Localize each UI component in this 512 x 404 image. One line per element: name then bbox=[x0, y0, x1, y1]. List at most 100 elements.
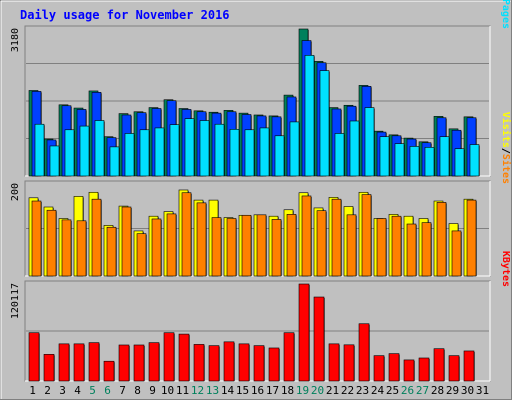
x-tick-label-day-25: 25 bbox=[386, 384, 399, 397]
bar-sites-day-15 bbox=[241, 214, 252, 277]
x-tick-label-day-23: 23 bbox=[356, 384, 369, 397]
bar-pages-day-3 bbox=[64, 129, 75, 177]
y-tick-label: 120117 bbox=[10, 283, 21, 319]
bar-pages-day-28 bbox=[439, 136, 450, 177]
chart-title: Daily usage for November 2016 bbox=[20, 8, 230, 22]
bar-pages-day-26 bbox=[409, 146, 420, 177]
bar-kbytes-day-18 bbox=[283, 332, 295, 382]
bar-pages-day-9 bbox=[154, 127, 165, 177]
x-tick-label-day-30: 30 bbox=[461, 384, 474, 397]
bar-sites-day-10 bbox=[166, 213, 177, 277]
x-tick-label-day-28: 28 bbox=[431, 384, 444, 397]
bar-kbytes-day-13 bbox=[208, 345, 220, 382]
bar-sites-day-22 bbox=[346, 214, 357, 277]
bar-pages-day-22 bbox=[349, 120, 360, 177]
bar-kbytes-day-11 bbox=[178, 333, 190, 382]
y-tick-label: 3180 bbox=[10, 28, 21, 52]
bar-kbytes-day-29 bbox=[448, 355, 460, 382]
bar-sites-day-16 bbox=[256, 214, 267, 277]
x-tick-label-day-15: 15 bbox=[236, 384, 249, 397]
x-tick-label-day-24: 24 bbox=[371, 384, 385, 397]
bar-kbytes-day-30 bbox=[463, 350, 475, 382]
y-tick-label: 200 bbox=[10, 183, 21, 201]
bar-sites-day-5 bbox=[91, 198, 102, 277]
bar-kbytes-day-4 bbox=[73, 343, 85, 382]
x-tick-label-day-17: 17 bbox=[266, 384, 279, 397]
bar-pages-day-12 bbox=[199, 120, 210, 177]
x-tick-label-day-10: 10 bbox=[161, 384, 174, 397]
x-tick-label-day-3: 3 bbox=[59, 384, 66, 397]
bar-pages-day-5 bbox=[94, 120, 105, 177]
bar-kbytes-day-27 bbox=[418, 357, 430, 382]
bar-sites-day-1 bbox=[31, 200, 42, 277]
bar-pages-day-18 bbox=[289, 121, 300, 177]
chart-panels: 3180 Hits/Files/Pages 200 Visits/Sites 12011… bbox=[10, 0, 512, 382]
legend-visits: Visits bbox=[500, 112, 512, 148]
x-tick-label-day-20: 20 bbox=[311, 384, 324, 397]
bar-sites-day-25 bbox=[391, 215, 402, 277]
x-tick-label-day-14: 14 bbox=[221, 384, 235, 397]
bar-sites-day-6 bbox=[106, 226, 117, 277]
bar-sites-day-30 bbox=[466, 199, 477, 277]
x-tick-label-day-12: 12 bbox=[191, 384, 204, 397]
bar-pages-day-23 bbox=[364, 107, 375, 177]
bar-sites-day-3 bbox=[61, 219, 72, 277]
x-tick-label-day-1: 1 bbox=[29, 384, 36, 397]
bar-sites-day-19 bbox=[301, 195, 312, 277]
bar-sites-day-12 bbox=[196, 202, 207, 277]
bar-pages-day-6 bbox=[109, 146, 120, 177]
bar-pages-day-24 bbox=[379, 136, 390, 177]
bar-kbytes-day-14 bbox=[223, 341, 235, 382]
bar-pages-day-7 bbox=[124, 133, 135, 177]
legend: Hits/Files/Pages bbox=[500, 0, 512, 29]
bar-kbytes-day-3 bbox=[58, 343, 70, 382]
x-tick-label-day-31: 31 bbox=[476, 384, 489, 397]
bar-sites-day-11 bbox=[181, 192, 192, 277]
bar-sites-day-14 bbox=[226, 218, 237, 277]
bar-kbytes-day-16 bbox=[253, 345, 265, 382]
bar-sites-day-9 bbox=[151, 218, 162, 277]
x-tick-label-day-13: 13 bbox=[206, 384, 219, 397]
bar-pages-day-1 bbox=[34, 123, 45, 177]
bar-pages-day-15 bbox=[244, 129, 255, 177]
legend-pages: Pages bbox=[500, 0, 511, 29]
bar-kbytes-day-7 bbox=[118, 344, 130, 382]
bar-sites-day-26 bbox=[406, 223, 417, 277]
bar-pages-day-17 bbox=[274, 135, 285, 177]
x-tick-label-day-16: 16 bbox=[251, 384, 264, 397]
bar-sites-day-23 bbox=[361, 194, 372, 277]
x-tick-label-day-18: 18 bbox=[281, 384, 294, 397]
x-tick-label-day-2: 2 bbox=[44, 384, 51, 397]
bar-kbytes-day-5 bbox=[88, 342, 100, 382]
kbytes-panel: 120117 KBytes bbox=[10, 251, 511, 382]
hits-files-pages-panel: 3180 Hits/Files/Pages bbox=[10, 0, 512, 177]
bar-pages-day-2 bbox=[49, 145, 60, 177]
bar-kbytes-day-19 bbox=[298, 283, 310, 382]
bar-pages-day-14 bbox=[229, 129, 240, 177]
bar-pages-day-21 bbox=[334, 133, 345, 177]
bar-kbytes-day-15 bbox=[238, 343, 250, 382]
x-tick-label-day-6: 6 bbox=[104, 384, 111, 397]
bar-kbytes-day-25 bbox=[388, 353, 400, 382]
bar-sites-day-2 bbox=[46, 209, 57, 277]
legend-kbytes: KBytes bbox=[500, 251, 511, 287]
bar-kbytes-day-17 bbox=[268, 347, 280, 382]
x-tick-label-day-9: 9 bbox=[149, 384, 156, 397]
bar-pages-day-10 bbox=[169, 124, 180, 177]
x-tick-label-day-5: 5 bbox=[89, 384, 96, 397]
bar-pages-day-19 bbox=[304, 55, 315, 177]
bar-kbytes-day-23 bbox=[358, 323, 370, 382]
bar-pages-day-13 bbox=[214, 123, 225, 177]
bar-pages-day-8 bbox=[139, 129, 150, 177]
bar-pages-day-20 bbox=[319, 70, 330, 177]
bar-pages-day-29 bbox=[454, 148, 465, 177]
visits-sites-panel: 200 Visits/Sites bbox=[10, 112, 512, 277]
bar-sites-day-27 bbox=[421, 222, 432, 277]
bar-kbytes-day-8 bbox=[133, 344, 145, 382]
x-tick-label-day-26: 26 bbox=[401, 384, 414, 397]
x-tick-label-day-19: 19 bbox=[296, 384, 309, 397]
bar-sites-day-4 bbox=[76, 220, 87, 277]
bar-sites-day-21 bbox=[331, 198, 342, 277]
